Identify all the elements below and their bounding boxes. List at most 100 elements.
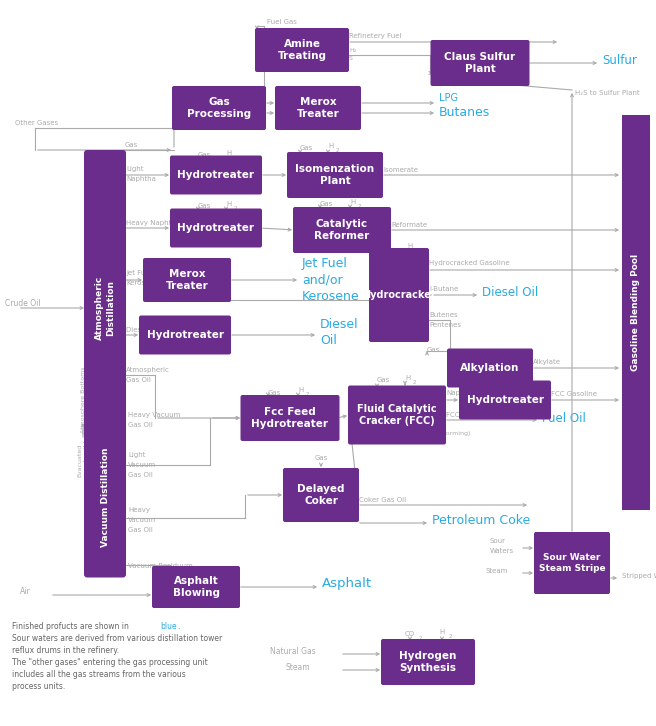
Text: Diesel Oil: Diesel Oil bbox=[482, 285, 539, 298]
Text: Reformate: Reformate bbox=[391, 222, 427, 228]
FancyBboxPatch shape bbox=[430, 40, 529, 86]
Text: Gas Oil: Gas Oil bbox=[128, 527, 153, 533]
Text: Merox
Treater: Merox Treater bbox=[297, 97, 339, 119]
Text: Fuel Oil: Fuel Oil bbox=[542, 412, 586, 425]
Text: Fcc Feed
Hydrotreater: Fcc Feed Hydrotreater bbox=[251, 407, 329, 429]
Text: Kerosene: Kerosene bbox=[126, 280, 158, 286]
Text: H: H bbox=[298, 387, 303, 393]
Text: Sour: Sour bbox=[490, 538, 506, 544]
Text: Diesel Oil: Diesel Oil bbox=[126, 327, 159, 333]
Text: Diesel: Diesel bbox=[320, 319, 359, 332]
Text: H: H bbox=[226, 150, 232, 156]
Text: Jet Fuel: Jet Fuel bbox=[302, 258, 348, 271]
FancyBboxPatch shape bbox=[348, 386, 446, 444]
Text: S: S bbox=[349, 57, 353, 62]
Text: H: H bbox=[328, 143, 333, 149]
Text: Asphalt: Asphalt bbox=[322, 577, 372, 590]
Text: Asphalt
Blowing: Asphalt Blowing bbox=[173, 576, 220, 597]
Text: Vacuum Residuum: Vacuum Residuum bbox=[128, 563, 193, 569]
Text: Heavy Vacuum: Heavy Vacuum bbox=[128, 412, 180, 418]
Text: Coker Naphtha: Coker Naphtha bbox=[359, 420, 411, 426]
Text: H₂S from Sour Water Stripper: H₂S from Sour Water Stripper bbox=[432, 80, 524, 84]
Text: Gas: Gas bbox=[379, 245, 392, 251]
Text: Finished profucts are shown in: Finished profucts are shown in bbox=[12, 622, 131, 631]
Text: Hydrocracked Gasoline: Hydrocracked Gasoline bbox=[429, 260, 510, 266]
Text: H: H bbox=[407, 243, 412, 249]
Text: Naphtha: Naphtha bbox=[126, 176, 156, 182]
Text: i-Butane: i-Butane bbox=[429, 286, 459, 292]
Text: Sulfur: Sulfur bbox=[602, 54, 637, 67]
FancyBboxPatch shape bbox=[170, 155, 262, 195]
Text: Air: Air bbox=[20, 587, 31, 597]
Text: H: H bbox=[226, 201, 232, 207]
FancyBboxPatch shape bbox=[139, 316, 231, 354]
FancyBboxPatch shape bbox=[84, 150, 126, 466]
Text: H: H bbox=[405, 375, 410, 381]
FancyBboxPatch shape bbox=[172, 86, 266, 130]
Text: Sour waters are derived from various distillation tower: Sour waters are derived from various dis… bbox=[12, 634, 222, 643]
Text: FCC Gas Oil: FCC Gas Oil bbox=[446, 412, 487, 418]
Text: 2: 2 bbox=[234, 155, 237, 160]
Text: Gas: Gas bbox=[377, 377, 390, 383]
Text: Hydrotreater: Hydrotreater bbox=[178, 223, 255, 233]
Text: Catalytic
Reformer: Catalytic Reformer bbox=[314, 219, 369, 241]
Text: 2: 2 bbox=[419, 637, 422, 642]
Text: Stripped Water: Stripped Water bbox=[622, 573, 656, 579]
Text: LPG: LPG bbox=[439, 93, 458, 103]
Text: Hydrotreater: Hydrotreater bbox=[146, 330, 224, 340]
Text: includes all the gas streams from the various: includes all the gas streams from the va… bbox=[12, 670, 186, 679]
Text: 2: 2 bbox=[413, 380, 417, 385]
Text: Atmospheric
Distillation: Atmospheric Distillation bbox=[95, 276, 115, 340]
Text: Vacuum: Vacuum bbox=[128, 517, 156, 523]
Text: Naphtha: Naphtha bbox=[446, 390, 476, 396]
FancyBboxPatch shape bbox=[287, 152, 383, 198]
Text: Hydrogen
Synthesis: Hydrogen Synthesis bbox=[400, 651, 457, 673]
Text: Refinetery Fuel: Refinetery Fuel bbox=[349, 33, 401, 39]
FancyBboxPatch shape bbox=[241, 395, 340, 441]
Text: Gas
Processing: Gas Processing bbox=[187, 97, 251, 119]
Text: 2: 2 bbox=[415, 248, 419, 253]
FancyBboxPatch shape bbox=[381, 639, 475, 685]
FancyBboxPatch shape bbox=[255, 28, 349, 72]
FancyBboxPatch shape bbox=[447, 348, 533, 388]
FancyBboxPatch shape bbox=[283, 468, 359, 522]
Text: (after hydrotreating and reforming): (after hydrotreating and reforming) bbox=[359, 431, 470, 436]
Text: 2: 2 bbox=[448, 635, 452, 640]
Text: Gas: Gas bbox=[320, 201, 333, 207]
Text: Isomenzation
Plant: Isomenzation Plant bbox=[295, 164, 375, 186]
FancyBboxPatch shape bbox=[143, 258, 231, 302]
Text: Merox
Treater: Merox Treater bbox=[165, 269, 209, 291]
Text: FCC Gasoline: FCC Gasoline bbox=[551, 391, 597, 397]
FancyBboxPatch shape bbox=[84, 417, 126, 577]
Text: process units.: process units. bbox=[12, 682, 65, 691]
Text: Pentenes: Pentenes bbox=[429, 322, 461, 328]
Text: Gas: Gas bbox=[198, 152, 211, 158]
Text: 2: 2 bbox=[521, 375, 525, 380]
Text: Heavy: Heavy bbox=[128, 507, 150, 513]
Text: Hydrocracker: Hydrocracker bbox=[362, 290, 436, 300]
Text: CO: CO bbox=[405, 631, 415, 637]
Text: Petroleum Coke: Petroleum Coke bbox=[432, 513, 530, 526]
Text: 2: 2 bbox=[234, 205, 237, 211]
Text: Isomerate: Isomerate bbox=[383, 167, 418, 173]
Text: Fluid Catalytic
Cracker (FCC): Fluid Catalytic Cracker (FCC) bbox=[357, 404, 437, 426]
Text: Gas: Gas bbox=[427, 347, 440, 353]
Text: Hydrotreater: Hydrotreater bbox=[178, 170, 255, 180]
Text: Oil: Oil bbox=[320, 333, 337, 346]
Bar bbox=[622, 115, 650, 510]
Text: Gasoline Blending Pool: Gasoline Blending Pool bbox=[632, 253, 640, 370]
Text: Amine
Treating: Amine Treating bbox=[277, 39, 327, 61]
Text: The "other gases" entering the gas processing unit: The "other gases" entering the gas proce… bbox=[12, 658, 208, 667]
Text: H: H bbox=[513, 370, 518, 376]
Text: Light: Light bbox=[126, 166, 144, 172]
Text: Sour Water
Steam Stripe: Sour Water Steam Stripe bbox=[539, 553, 605, 573]
Text: H₂: H₂ bbox=[349, 49, 356, 54]
Text: .: . bbox=[177, 622, 179, 631]
Text: Gas: Gas bbox=[300, 145, 314, 151]
Text: Gas: Gas bbox=[314, 455, 327, 461]
Text: Other Gases: Other Gases bbox=[15, 120, 58, 126]
FancyBboxPatch shape bbox=[152, 566, 240, 608]
Text: and/or: and/or bbox=[302, 274, 342, 287]
Text: Gas: Gas bbox=[483, 372, 496, 378]
FancyBboxPatch shape bbox=[369, 248, 429, 342]
